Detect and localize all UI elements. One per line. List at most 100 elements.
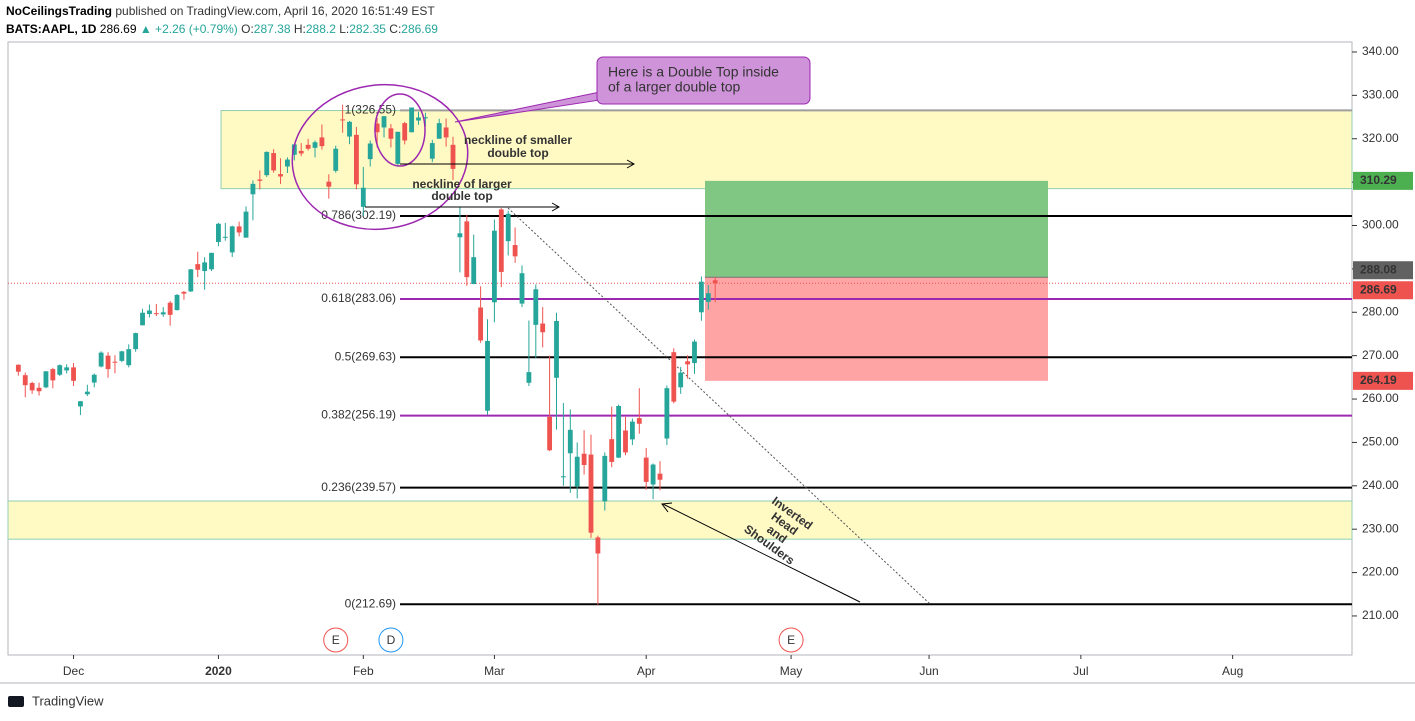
- candle-body: [443, 127, 449, 138]
- x-tick-label: Apr: [637, 664, 656, 678]
- candle-body: [167, 302, 173, 315]
- candle-body: [485, 340, 490, 411]
- fib-label: 0.382(256.19): [321, 408, 396, 422]
- candle-body: [291, 144, 297, 155]
- symbol: BATS:AAPL, 1D: [6, 22, 97, 36]
- header-line-1: NoCeilingsTrading published on TradingVi…: [6, 4, 435, 18]
- candle-body: [429, 143, 435, 159]
- circle-small: [374, 93, 426, 167]
- candle-body: [119, 351, 125, 361]
- price-tag: [1353, 281, 1413, 300]
- candle-body: [692, 341, 697, 364]
- header-line-2: BATS:AAPL, 1D 286.69 ▲ +2.26 (+0.79%) O:…: [6, 22, 438, 36]
- candle-body: [91, 374, 97, 383]
- candle-body: [629, 421, 635, 440]
- y-tick-label: 280.00: [1362, 304, 1399, 318]
- candle-body: [236, 226, 242, 233]
- candle-body: [153, 313, 159, 315]
- event-marker: [378, 627, 404, 653]
- candle-body: [15, 364, 21, 372]
- price-tag-label: 310.29: [1360, 173, 1397, 187]
- candle-body: [450, 144, 456, 169]
- arrow-head: [661, 502, 673, 513]
- footer-brand: TradingView: [32, 693, 104, 708]
- candle-body: [374, 123, 380, 133]
- author: NoCeilingsTrading: [6, 4, 112, 18]
- candle-body: [498, 209, 504, 272]
- price-tag: [1353, 171, 1413, 190]
- candle-body: [712, 280, 718, 284]
- candle-body: [195, 264, 201, 270]
- candle-body: [588, 454, 594, 533]
- arrow-head: [626, 159, 636, 169]
- candle-body: [567, 429, 573, 454]
- price-tag-label: 264.19: [1360, 373, 1397, 387]
- candle-body: [278, 174, 283, 177]
- last-price: 286.69: [100, 22, 137, 36]
- candle-body: [678, 372, 684, 388]
- candle-body: [271, 153, 277, 171]
- candle-body: [340, 119, 346, 121]
- candle-body: [705, 293, 711, 302]
- trend-line: [507, 207, 931, 605]
- candle-body: [84, 391, 90, 395]
- candle-body: [22, 375, 28, 386]
- candle-body: [160, 312, 166, 315]
- c-val: 286.69: [401, 22, 438, 36]
- candle-body: [381, 116, 387, 128]
- candle-body: [395, 131, 401, 164]
- candle-body: [595, 537, 601, 554]
- candle-body: [540, 323, 546, 333]
- y-tick-label: 210.00: [1362, 608, 1399, 622]
- candle-body: [388, 128, 394, 139]
- c-key: C:: [389, 22, 401, 36]
- candle-body: [354, 134, 359, 185]
- arrow-head: [551, 202, 561, 212]
- plot-layer: 210.00 220.00 230.00 240.00 250.00 260.00 270.…: [0, 41, 1415, 684]
- candle-body: [202, 262, 208, 272]
- fib-label: 1(326.55): [345, 102, 396, 116]
- candle-body: [257, 179, 263, 181]
- candle-body: [264, 151, 270, 176]
- candle-body: [478, 307, 484, 341]
- price-tag: [1353, 261, 1413, 280]
- candle-body: [464, 221, 470, 278]
- candle-body: [657, 473, 663, 480]
- candle-body: [126, 349, 132, 366]
- candle-body: [43, 371, 49, 388]
- event-label: E: [332, 633, 340, 647]
- candle-body: [512, 245, 518, 257]
- candle-body: [526, 372, 532, 383]
- candle-body: [602, 455, 608, 502]
- candle-body: [367, 143, 373, 160]
- candle-body: [416, 117, 421, 121]
- candle-body: [547, 416, 553, 451]
- o-val: 287.38: [254, 22, 291, 36]
- published: published on TradingView.com, April 16, …: [115, 4, 435, 18]
- neckline-small-text: double top: [487, 146, 548, 160]
- candle-body: [36, 387, 42, 392]
- profit-zone: [705, 180, 1048, 278]
- candle-body: [326, 181, 332, 187]
- x-tick-label: 2020: [205, 664, 232, 678]
- candle-body: [471, 257, 477, 285]
- event-label: D: [387, 633, 396, 647]
- candle-body: [457, 233, 463, 238]
- circle-large: [291, 83, 469, 231]
- candle-body: [698, 281, 704, 313]
- loss-zone: [705, 277, 1048, 381]
- neckline-small-text: neckline of smaller: [464, 133, 572, 147]
- candle-body: [105, 355, 111, 370]
- plot-frame: [7, 41, 1353, 656]
- candle-body: [664, 388, 670, 439]
- fib-label: 0.786(302.19): [321, 208, 396, 222]
- candle-body: [360, 187, 366, 207]
- candle-body: [250, 183, 256, 195]
- candle-body: [188, 269, 194, 292]
- candle-body: [636, 418, 642, 424]
- y-tick-label: 320.00: [1362, 131, 1399, 145]
- x-tick-label: Dec: [63, 664, 84, 678]
- candle-body: [285, 159, 290, 167]
- candle-body: [98, 352, 104, 367]
- x-tick-label: Aug: [1222, 664, 1243, 678]
